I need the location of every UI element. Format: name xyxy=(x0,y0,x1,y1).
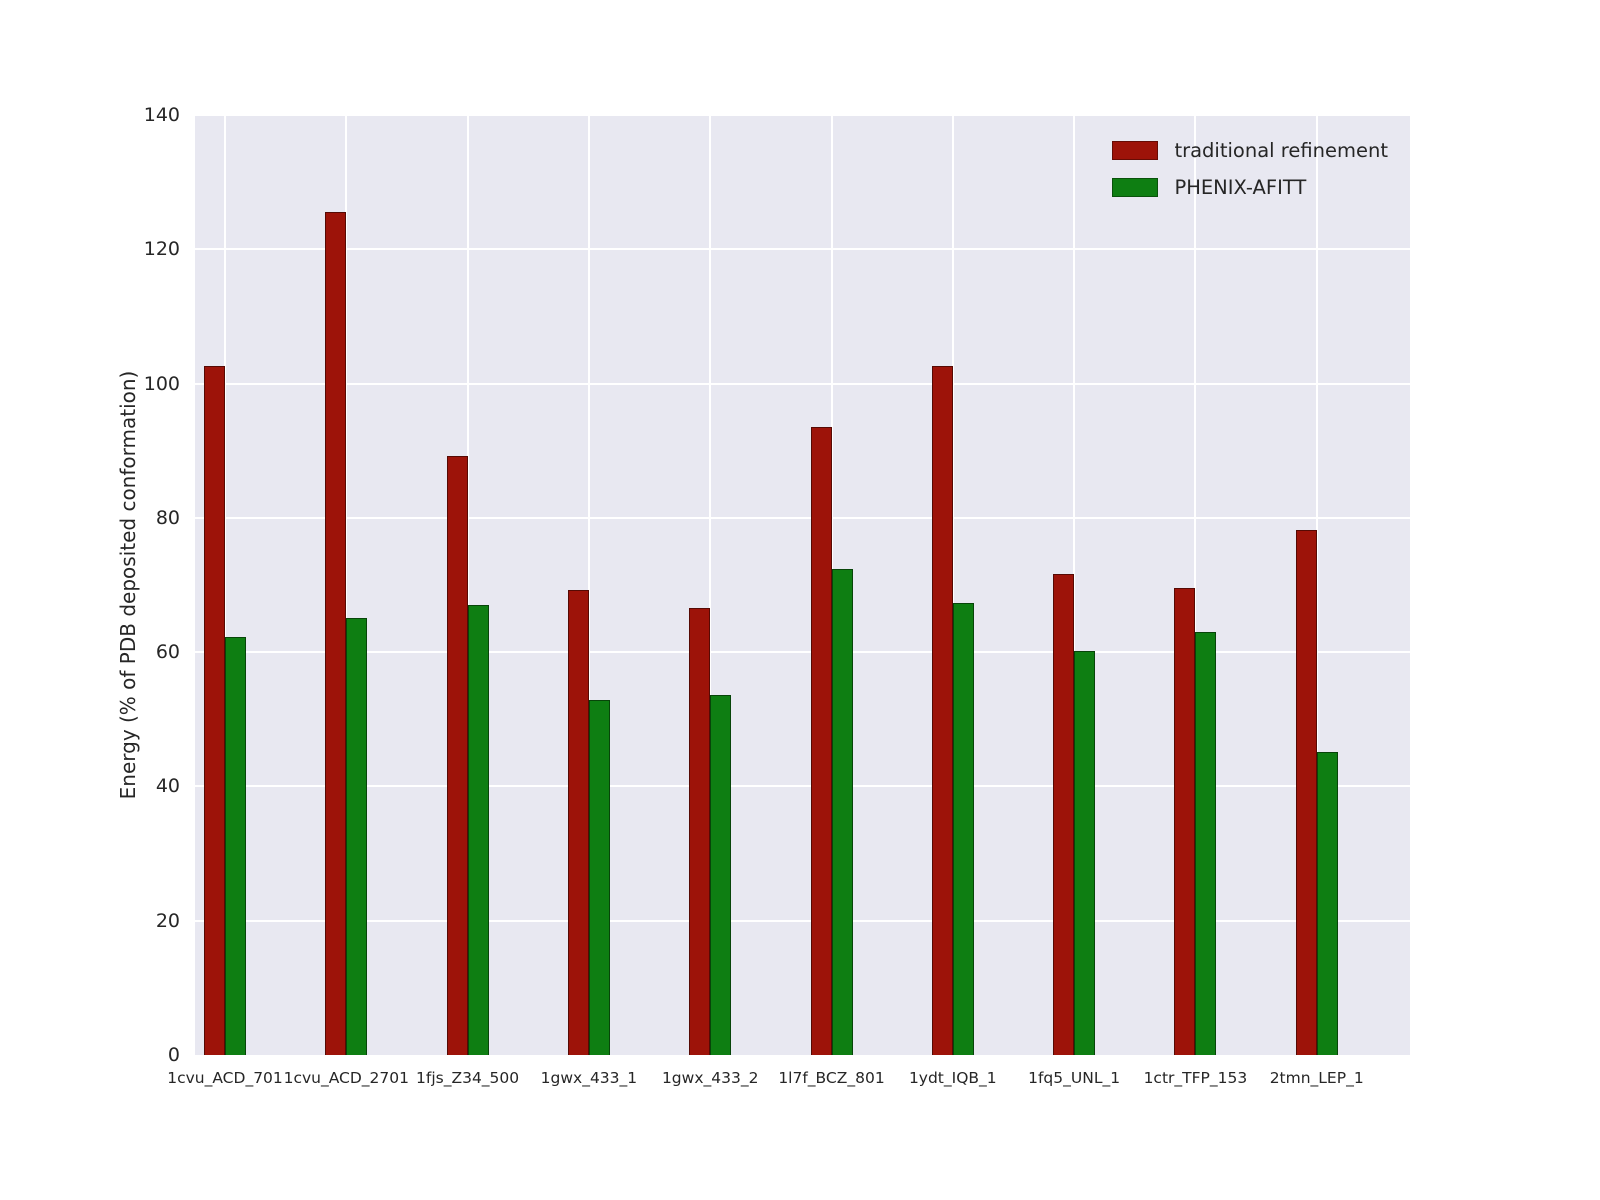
bar-traditional-1fjs_Z34_500 xyxy=(446,456,468,1055)
gridline-x xyxy=(1073,115,1076,1055)
bar-traditional-1ydt_IQB_1 xyxy=(931,366,953,1055)
legend-label: PHENIX-AFITT xyxy=(1174,176,1307,199)
bar-phenix-2tmn_LEP_1 xyxy=(1316,752,1338,1055)
gridline-x xyxy=(345,115,348,1055)
gridline-x xyxy=(951,115,954,1055)
bar-phenix-1l7f_BCZ_801 xyxy=(831,568,853,1055)
bar-traditional-1gwx_433_2 xyxy=(689,607,711,1055)
bar-traditional-2tmn_LEP_1 xyxy=(1295,529,1317,1055)
bar-phenix-1gwx_433_1 xyxy=(588,699,610,1055)
gridline-y xyxy=(195,919,1410,922)
gridline-y xyxy=(195,516,1410,519)
gridline-x xyxy=(466,115,469,1055)
bar-phenix-1ydt_IQB_1 xyxy=(952,603,974,1055)
y-tick-label: 40 xyxy=(155,775,180,798)
x-tick-label: 1cvu_ACD_2701 xyxy=(283,1069,409,1087)
gridline-y xyxy=(195,382,1410,385)
gridline-x xyxy=(1194,115,1197,1055)
x-tick-label: 1ydt_IQB_1 xyxy=(908,1069,997,1087)
legend-entry: PHENIX-AFITT xyxy=(1112,176,1388,199)
y-tick-label: 140 xyxy=(143,104,180,126)
x-tick-label: 1fq5_UNL_1 xyxy=(1028,1069,1121,1087)
x-tick-label: 2tmn_LEP_1 xyxy=(1269,1069,1364,1087)
y-tick-label: 60 xyxy=(155,641,180,664)
gridline-x xyxy=(1315,115,1318,1055)
legend-label: traditional refinement xyxy=(1174,139,1388,162)
legend-entry: traditional refinement xyxy=(1112,139,1388,162)
legend: traditional refinement PHENIX-AFITT xyxy=(1100,131,1400,207)
y-tick-label: 120 xyxy=(143,238,180,261)
legend-swatch-icon xyxy=(1112,178,1159,197)
gridline-y xyxy=(195,651,1410,654)
x-tick-label: 1cvu_ACD_701 xyxy=(167,1069,283,1087)
bar-traditional-1ctr_TFP_153 xyxy=(1174,587,1196,1055)
plot-area: traditional refinement PHENIX-AFITT xyxy=(195,114,1410,1055)
bar-phenix-1cvu_ACD_2701 xyxy=(346,617,368,1055)
x-tick-label: 1ctr_TFP_153 xyxy=(1143,1069,1248,1087)
y-tick-label: 20 xyxy=(155,909,180,932)
x-tick-label: 1l7f_BCZ_801 xyxy=(778,1069,885,1087)
gridline-x xyxy=(709,115,712,1055)
x-tick-label: 1gwx_433_1 xyxy=(540,1069,638,1087)
bar-traditional-1l7f_BCZ_801 xyxy=(810,427,832,1055)
y-tick-label: 80 xyxy=(155,506,180,529)
bar-phenix-1ctr_TFP_153 xyxy=(1195,632,1217,1055)
gridline-y xyxy=(195,248,1410,251)
bar-traditional-1cvu_ACD_2701 xyxy=(325,211,347,1055)
gridline-x xyxy=(587,115,590,1055)
gridline-x xyxy=(224,115,226,1055)
y-axis-label: Energy (% of PDB deposited conformation) xyxy=(116,370,140,800)
bar-phenix-1fjs_Z34_500 xyxy=(467,605,489,1055)
x-tick-label: 1gwx_433_2 xyxy=(661,1069,759,1087)
gridline-y xyxy=(195,114,1410,116)
bar-traditional-1gwx_433_1 xyxy=(567,589,589,1055)
y-tick-label: 100 xyxy=(143,372,180,395)
legend-swatch-icon xyxy=(1112,141,1159,160)
gridline-y xyxy=(195,785,1410,788)
bar-phenix-1gwx_433_2 xyxy=(710,695,732,1055)
bar-traditional-1cvu_ACD_701 xyxy=(204,366,225,1055)
x-tick-label: 1fjs_Z34_500 xyxy=(416,1069,520,1087)
bar-phenix-1cvu_ACD_701 xyxy=(225,637,246,1055)
bar-phenix-1fq5_UNL_1 xyxy=(1074,650,1096,1055)
y-tick-label: 0 xyxy=(167,1044,180,1066)
bar-traditional-1fq5_UNL_1 xyxy=(1053,574,1075,1055)
